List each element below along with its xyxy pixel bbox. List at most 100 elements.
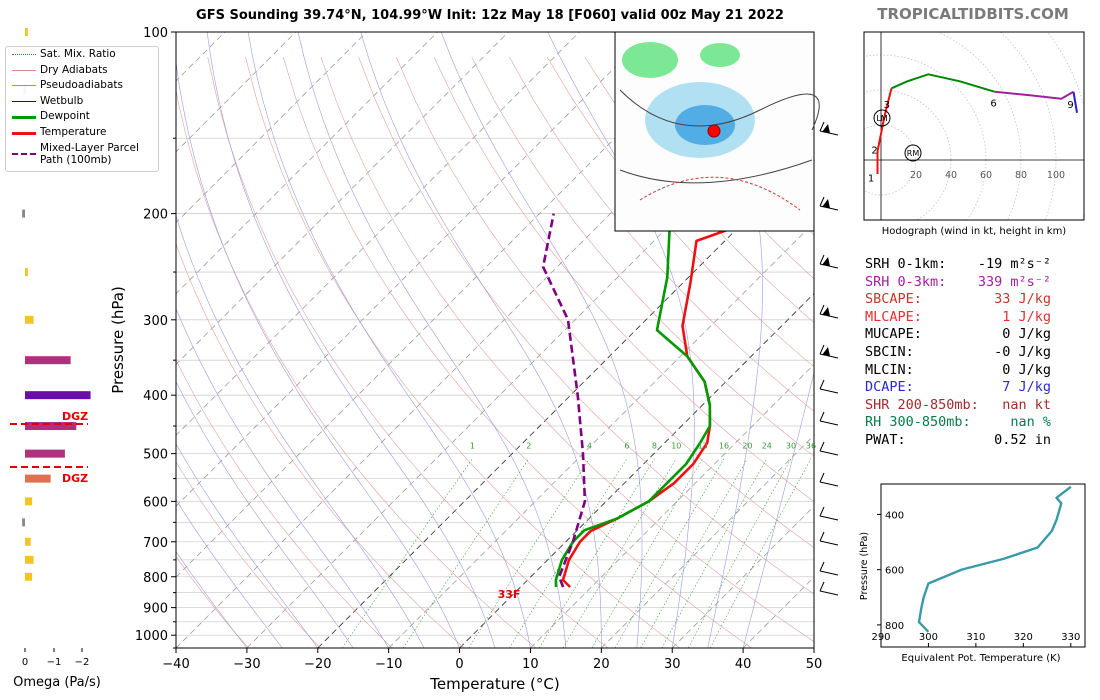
freezing-level-label: 33F (498, 588, 521, 601)
mixing-ratio-label: 8 (652, 441, 657, 450)
legend-label: Pseudoadiabats (40, 79, 123, 91)
mixing-ratio-line (709, 458, 812, 648)
sounding-indices: SRH 0-1km: -19 m²s⁻² SRH 0-3km: 339 m²s⁻² SB… (865, 256, 1051, 450)
y-tick-label: 200 (143, 208, 168, 223)
mixing-ratio-line (342, 458, 473, 648)
dgz-label-top: DGZ (62, 410, 88, 423)
pseudoadiabat (176, 381, 354, 648)
wind-barb-flag (819, 304, 825, 315)
index-label: SBCAPE: (865, 291, 922, 308)
dry-adiabat (433, 56, 814, 502)
isotherm (176, 32, 297, 153)
index-row: SRH 0-3km: 339 m²s⁻² (865, 274, 1051, 292)
thetae-x-tick-label: 310 (966, 632, 985, 643)
plot-frame (175, 31, 815, 649)
legend-swatch (12, 69, 36, 71)
x-axis-label: Temperature (°C) (429, 675, 559, 693)
dry-adiabat (584, 56, 814, 323)
x-tick-label: −30 (233, 657, 260, 672)
omega-bar (25, 555, 34, 564)
wind-barb-flag (819, 581, 825, 592)
hodo-height-label: 1 (868, 174, 874, 185)
mixing-ratio-label: 4 (587, 441, 592, 450)
index-row: PWAT: 0.52 in (865, 432, 1051, 450)
wind-barb-flag (819, 561, 825, 572)
index-row: MLCAPE: 1 J/kg (865, 309, 1051, 327)
wind-barb-staff (819, 450, 839, 456)
index-row: DCAPE: 7 J/kg (865, 379, 1051, 397)
omega-bar (25, 572, 33, 581)
dry-adiabat (176, 461, 321, 648)
index-label: DCAPE: (865, 379, 914, 396)
hodo-ring (855, 25, 1095, 245)
hodo-9-km (1072, 91, 1078, 113)
hodograph-panel: 20 40 60 80 100 1 2 3 6 9 LM RM Hodograph (wind i… (855, 25, 1095, 245)
legend-item: Sat. Mix. Ratio (6, 47, 158, 63)
wind-barb-staff (819, 388, 839, 394)
x-tick-label: 0 (455, 657, 463, 672)
dry-adiabat (546, 56, 814, 368)
isotherm (176, 32, 509, 366)
pseudoadiabat (547, 32, 695, 648)
location-marker (707, 124, 721, 138)
lm-marker (873, 109, 891, 127)
omega-bar (25, 537, 31, 546)
hodo-tick-label: 80 (1015, 170, 1027, 181)
x-tick-label: −40 (162, 657, 189, 672)
thetae-y-tick-label: 600 (885, 566, 904, 577)
thetae-axes: 290 300 310 320 330 400 600 800 (871, 510, 1080, 647)
wind-barb-staff (819, 481, 839, 487)
legend-item: Mixed-Layer Parcel Path (100mb) (6, 140, 158, 169)
x-tick-label: 10 (522, 657, 539, 672)
index-label: SRH 0-1km: (865, 256, 947, 272)
y-tick-label: 400 (143, 389, 168, 404)
mixing-ratio-label: 16 (719, 441, 729, 450)
omega-tick-label: 0 (22, 657, 28, 668)
mixing-ratio-label: 20 (742, 441, 752, 450)
index-row: SHR 200-850mb: nan kt (865, 397, 1051, 415)
mixing-ratio-line (562, 458, 677, 648)
x-tick-label: 40 (735, 657, 752, 672)
isotherm (176, 32, 438, 295)
y-axis-label: Pressure (hPa) (109, 286, 127, 394)
hodo-tick-label: 40 (945, 170, 957, 181)
wind-barb-pennant (822, 199, 830, 208)
thetae-frame (880, 483, 1086, 648)
index-label: PWAT: (865, 431, 906, 448)
dry-adiabat (176, 88, 537, 648)
index-value: -19 m²s⁻² (977, 256, 1051, 272)
pseudoadiabat (176, 214, 425, 648)
pseudoadiabat (689, 32, 763, 648)
pseudoadiabat (297, 32, 567, 648)
hodograph-labels: 20 40 60 80 100 1 2 3 6 9 (868, 98, 1074, 184)
legend-item: Dewpoint (6, 109, 158, 125)
legend-label: Sat. Mix. Ratio (40, 48, 116, 60)
wind-barb-flag (819, 196, 825, 207)
index-value: nan % (1010, 414, 1051, 431)
index-value: nan kt (1002, 396, 1051, 413)
hodograph-trace (876, 73, 1078, 174)
index-value: 0 J/kg (1002, 326, 1051, 343)
hodo-ring (855, 25, 1095, 245)
dry-adiabat (810, 56, 814, 61)
omega-bar (25, 422, 77, 431)
wind-barb-flag (819, 531, 825, 542)
index-row: MLCIN: 0 J/kg (865, 362, 1051, 380)
legend-label: Dewpoint (40, 110, 90, 122)
mixing-ratio-line (614, 458, 725, 648)
legend-item: Pseudoadiabats (6, 78, 158, 94)
mixing-ratio-label: 13 (698, 441, 708, 450)
wind-barb-flag (819, 472, 825, 483)
mixing-ratio-label: 6 (624, 441, 629, 450)
thetae-x-tick-label: 300 (919, 632, 938, 643)
hodo-ring (1047, 32, 1084, 220)
omega-bar (25, 449, 65, 458)
wind-barb-flag (819, 379, 825, 390)
series-mixed-layer-parcel-path-100mb- (541, 213, 587, 588)
legend: Sat. Mix. Ratio Dry Adiabats Pseudoadiabat… (5, 46, 159, 172)
legend-rows: Sat. Mix. Ratio Dry Adiabats Pseudoadiabat… (6, 47, 158, 169)
thetae-line (917, 485, 1072, 633)
mixing-ratio-line (688, 458, 792, 648)
index-row: SBCIN: -0 J/kg (865, 344, 1051, 362)
